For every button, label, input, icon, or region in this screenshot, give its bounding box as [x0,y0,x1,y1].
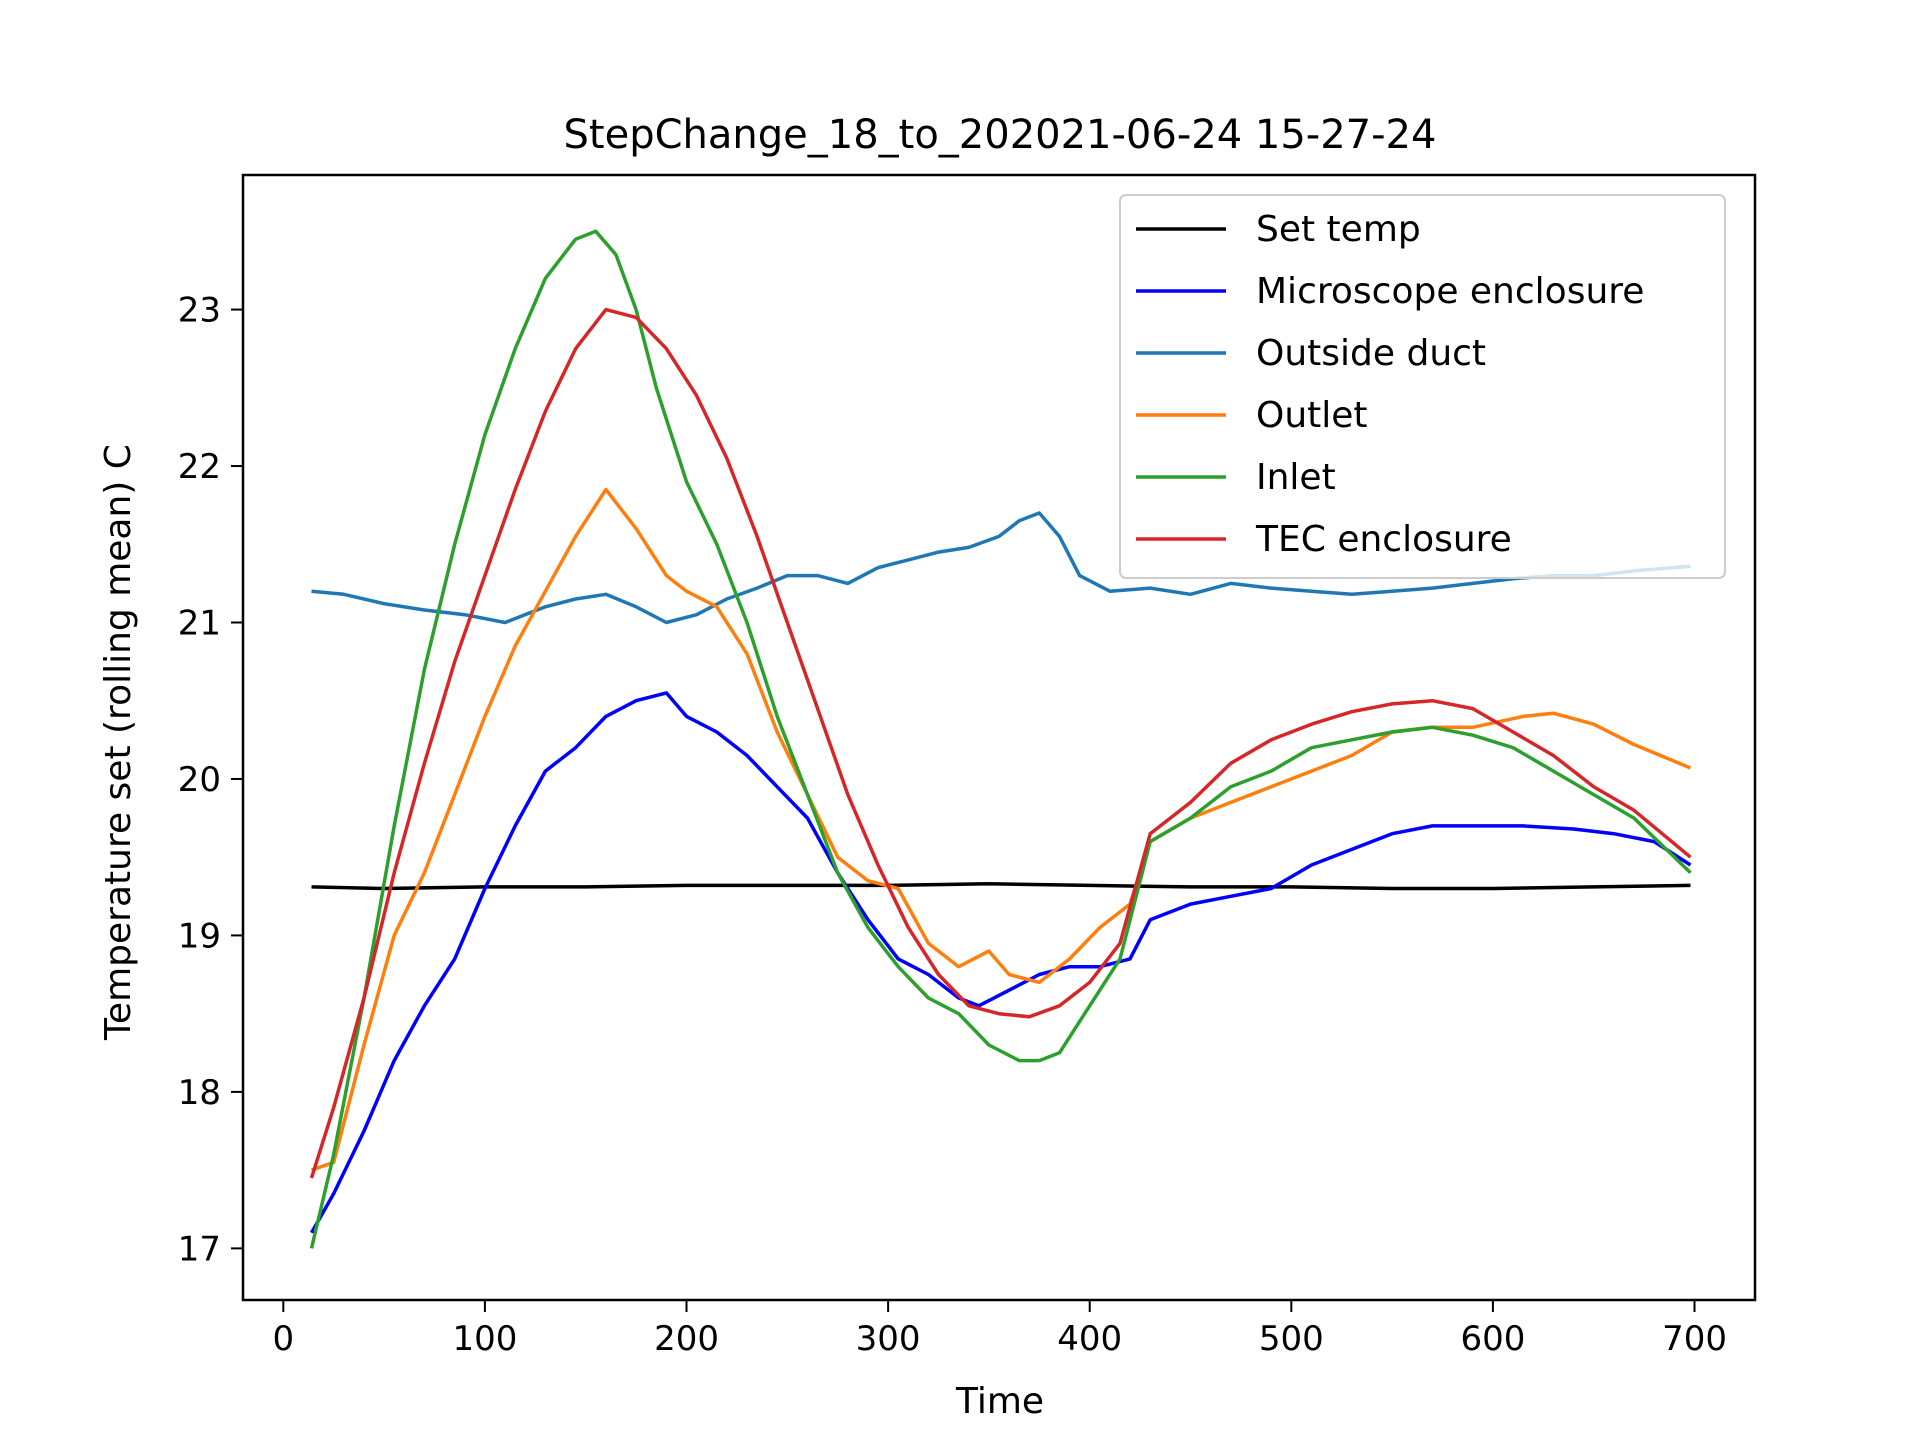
y-tick-label: 19 [178,916,221,956]
x-tick-label: 200 [654,1319,719,1359]
legend-label: Outlet [1256,395,1368,436]
legend-box [1119,194,1726,579]
y-axis: 17 18 19 20 21 22 23 [178,291,243,1269]
x-tick-label: 300 [856,1319,921,1359]
x-tick-label: 700 [1662,1319,1727,1359]
chart-title: StepChange_18_to_202021-06-24 15-27-24 [564,112,1437,158]
y-tick-label: 22 [178,447,221,487]
x-tick-label: 0 [272,1319,294,1359]
y-axis-label: Temperature set (rolling mean) C [98,444,139,1041]
legend-label: Microscope enclosure [1256,271,1644,312]
series-line-5 [309,307,1692,1179]
x-tick-label: 500 [1259,1319,1324,1359]
legend: Set temp Microscope enclosure Outside duct… [1119,194,1726,579]
legend-label: TEC enclosure [1255,519,1512,560]
series-line-1 [309,691,1692,1234]
legend-label: Outside duct [1256,333,1486,374]
y-tick-label: 23 [178,291,221,331]
legend-label: Set temp [1256,209,1421,250]
legend-label: Inlet [1256,457,1336,498]
series-line-4 [309,229,1692,1249]
plot-frame [241,173,1757,1302]
series-layer [309,229,1692,1249]
y-tick-label: 18 [178,1073,221,1113]
x-tick-label: 600 [1460,1319,1525,1359]
y-tick-label: 17 [178,1229,221,1269]
y-tick-label: 21 [178,603,221,643]
series-line-0 [311,882,1691,891]
x-tick-label: 400 [1057,1319,1122,1359]
x-axis: 0 100 200 300 400 500 600 700 [272,1300,1727,1359]
x-axis-label: Time [955,1381,1044,1422]
y-tick-label: 20 [178,760,221,800]
x-tick-label: 100 [452,1319,517,1359]
series-line-2 [311,511,1691,625]
